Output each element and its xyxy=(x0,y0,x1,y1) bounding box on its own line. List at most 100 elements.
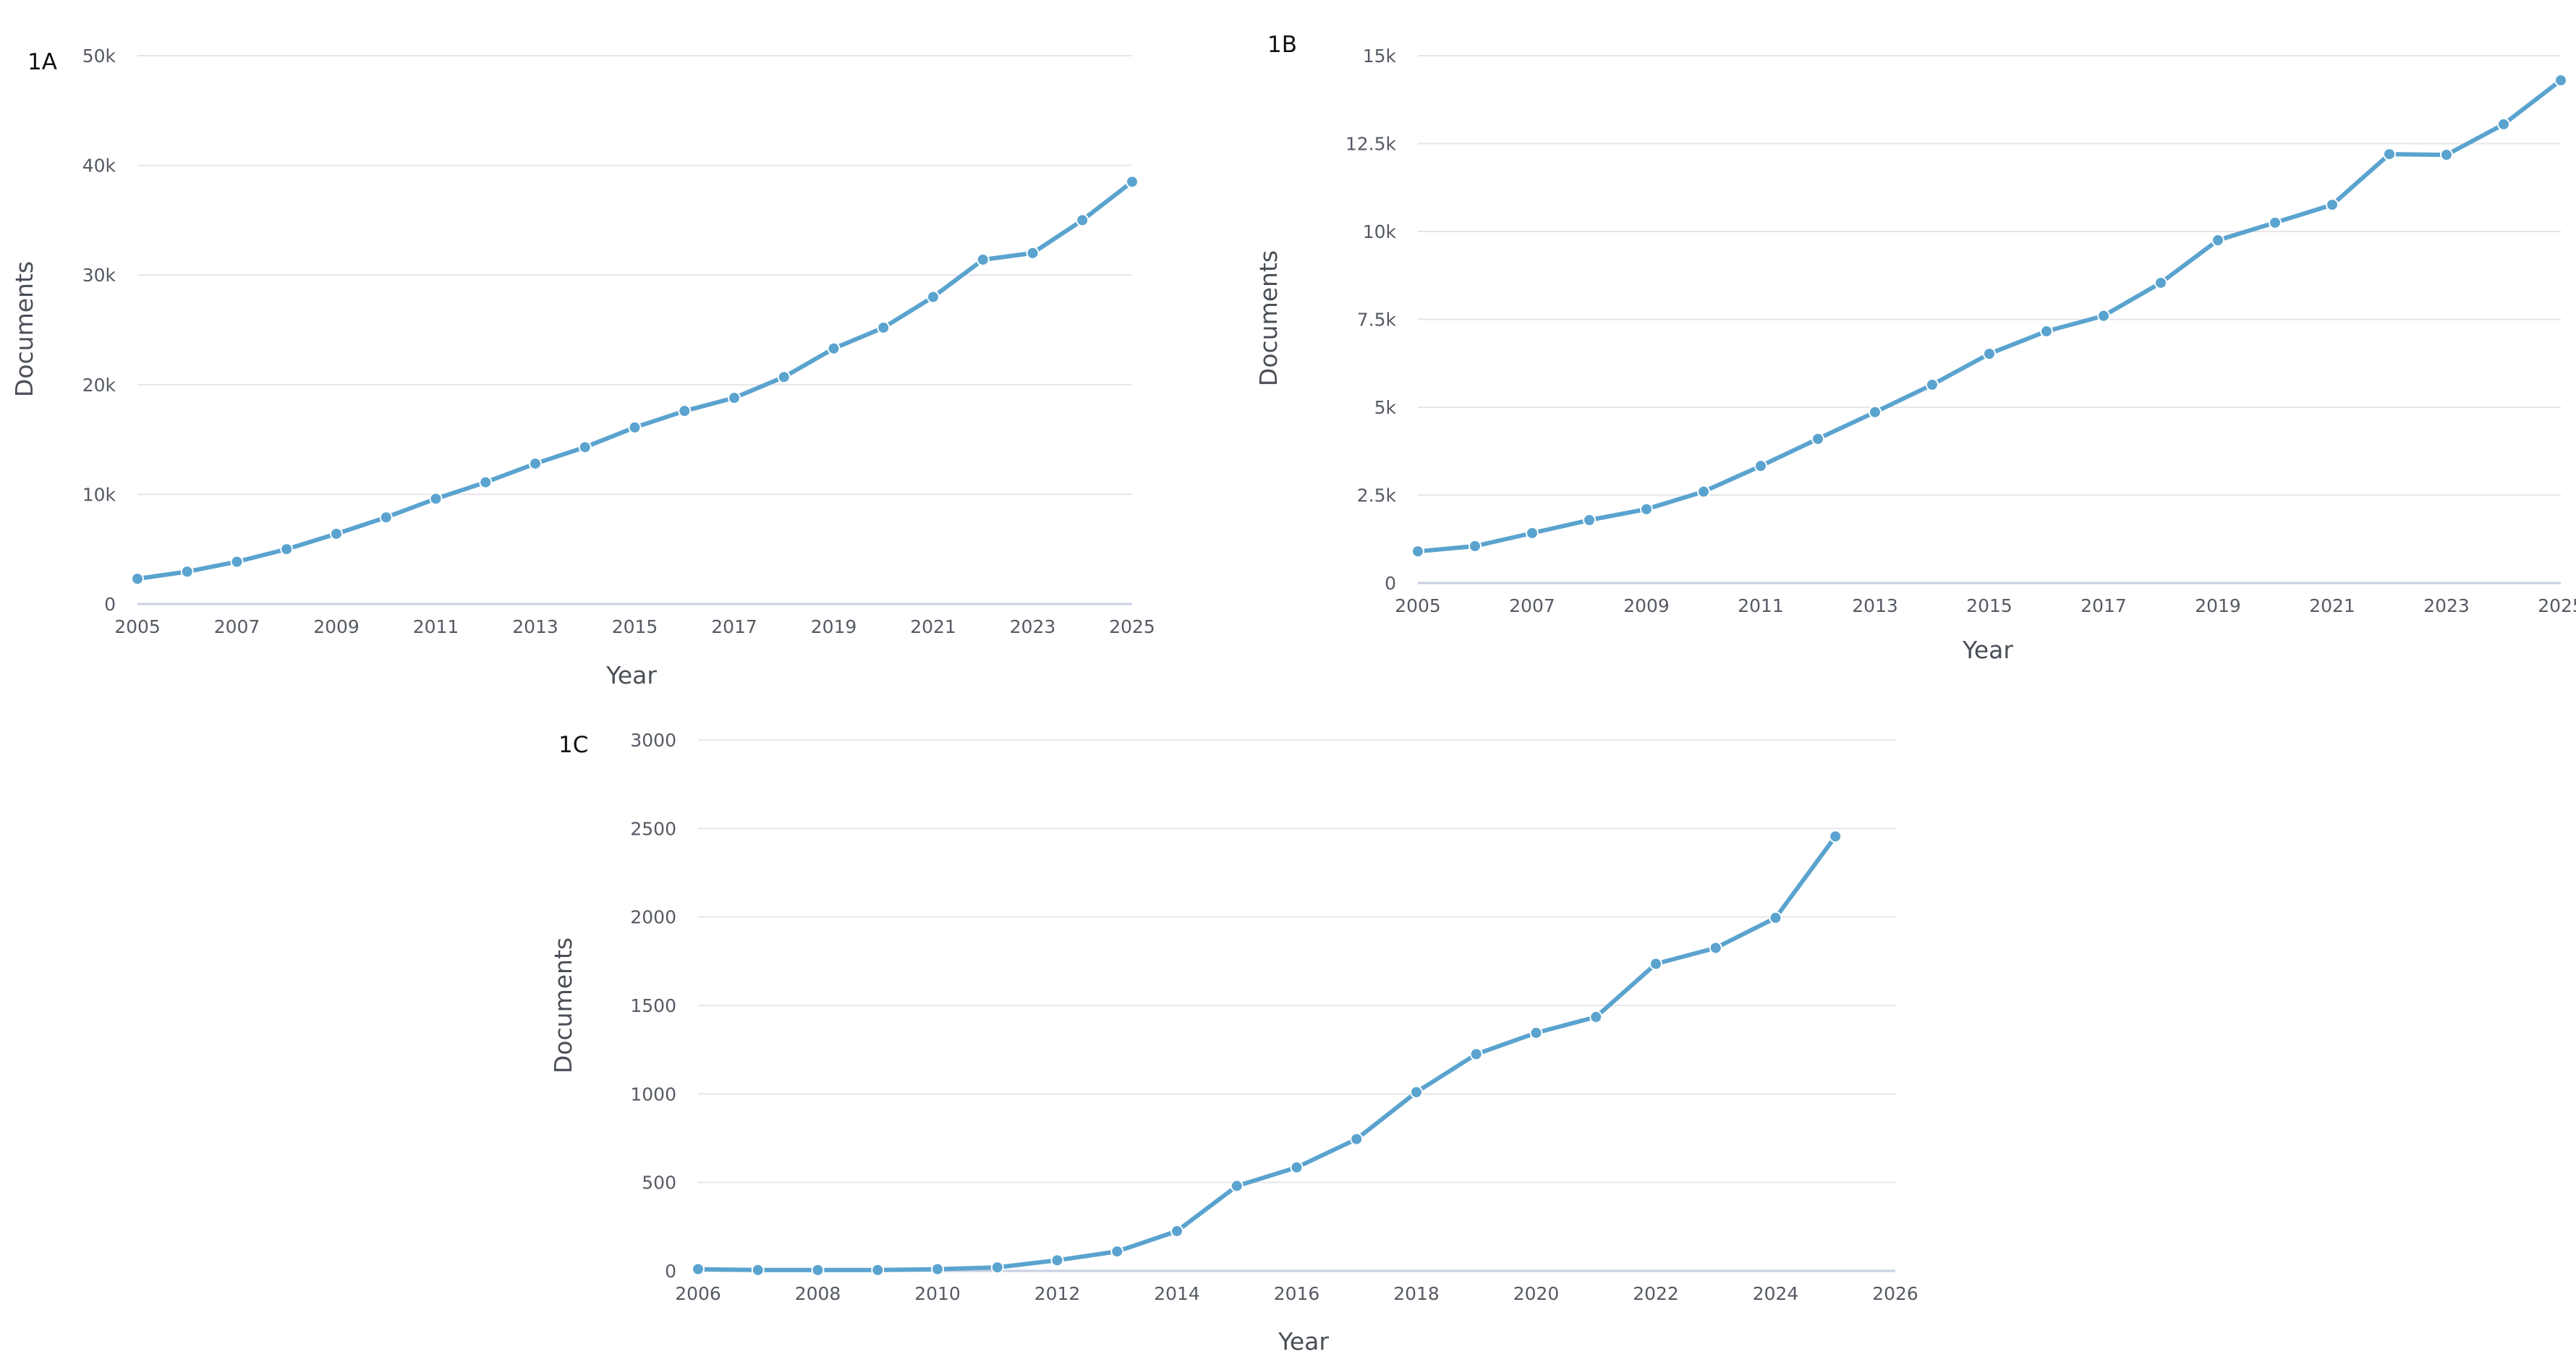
x-tick-label-1a: 2019 xyxy=(811,616,857,637)
x-axis-title-1a: Year xyxy=(605,661,657,689)
data-point-1a xyxy=(728,391,741,404)
panel-label-1a: 1A xyxy=(27,49,57,75)
data-point-1b xyxy=(1754,459,1767,473)
data-point-1c xyxy=(1649,957,1662,971)
y-tick-label-1a: 20k xyxy=(82,375,116,396)
x-tick-label-1a: 2009 xyxy=(313,616,360,637)
panel-label-1c: 1C xyxy=(558,732,588,758)
data-point-1c xyxy=(1290,1160,1304,1174)
data-point-1a xyxy=(1126,175,1139,189)
data-point-1c xyxy=(990,1261,1004,1275)
x-tick-label-1b: 2011 xyxy=(1738,595,1784,616)
data-point-1b xyxy=(2040,325,2053,339)
data-point-1c xyxy=(1170,1224,1183,1238)
data-point-1b xyxy=(2440,148,2453,162)
y-tick-label-1c: 500 xyxy=(642,1173,676,1194)
data-point-1a xyxy=(976,252,990,266)
x-tick-label-1b: 2017 xyxy=(2080,595,2127,616)
data-point-1a xyxy=(777,370,791,384)
x-tick-label-1c: 2022 xyxy=(1633,1283,1679,1304)
data-point-1b xyxy=(2154,276,2167,289)
y-tick-label-1b: 7.5k xyxy=(1357,310,1397,331)
data-point-1b xyxy=(2554,74,2567,88)
y-tick-label-1b: 12.5k xyxy=(1346,134,1397,155)
y-tick-label-1b: 5k xyxy=(1374,397,1397,418)
data-point-1b xyxy=(2269,216,2282,229)
y-tick-label-1c: 2000 xyxy=(630,907,676,928)
data-point-1b xyxy=(1640,502,1653,516)
y-tick-label-1c: 2500 xyxy=(630,818,676,839)
series-points-1c xyxy=(692,830,1842,1277)
y-tick-label-1b: 2.5k xyxy=(1357,485,1397,506)
x-tick-label-1c: 2016 xyxy=(1274,1283,1320,1304)
data-point-1c xyxy=(1350,1132,1364,1146)
data-point-1a xyxy=(827,341,841,355)
data-point-1a xyxy=(678,404,692,418)
x-tick-label-1c: 2012 xyxy=(1034,1283,1081,1304)
data-point-1c xyxy=(1469,1047,1483,1061)
data-point-1a xyxy=(578,441,592,454)
data-point-1a xyxy=(131,572,144,586)
data-point-1b xyxy=(1526,526,1539,540)
x-tick-label-1c: 2024 xyxy=(1753,1283,1799,1304)
x-tick-label-1b: 2005 xyxy=(1395,595,1441,616)
x-tick-label-1a: 2017 xyxy=(711,616,757,637)
y-tick-label-1a: 50k xyxy=(82,46,116,67)
x-tick-label-1a: 2013 xyxy=(512,616,558,637)
data-point-1a xyxy=(628,420,642,434)
x-tick-label-1a: 2015 xyxy=(612,616,658,637)
data-point-1b xyxy=(1869,405,1882,419)
data-point-1a xyxy=(230,555,244,569)
data-point-1a xyxy=(877,320,890,334)
data-point-1a xyxy=(529,456,542,470)
data-point-1a xyxy=(379,511,393,524)
x-tick-label-1c: 2018 xyxy=(1393,1283,1440,1304)
y-tick-label-1b: 10k xyxy=(1363,221,1397,242)
data-point-1c xyxy=(1769,911,1782,924)
x-tick-label-1a: 2005 xyxy=(114,616,161,637)
data-point-1a xyxy=(927,290,940,304)
x-tick-label-1b: 2021 xyxy=(2309,595,2355,616)
x-tick-label-1b: 2013 xyxy=(1852,595,1898,616)
y-axis-title-1b: Documents xyxy=(1254,250,1283,386)
y-tick-label-1a: 10k xyxy=(82,484,116,505)
data-point-1a xyxy=(429,492,443,506)
y-tick-label-1a: 40k xyxy=(82,156,116,176)
y-tick-label-1a: 0 xyxy=(104,594,116,615)
x-tick-label-1c: 2026 xyxy=(1872,1283,1918,1304)
data-point-1c xyxy=(1050,1254,1064,1267)
y-tick-label-1c: 3000 xyxy=(630,730,676,751)
x-tick-label-1c: 2014 xyxy=(1154,1283,1200,1304)
data-point-1b xyxy=(1583,514,1596,527)
x-tick-label-1b: 2025 xyxy=(2538,595,2576,616)
grid-lines-1c xyxy=(698,739,1895,1272)
x-axis-ticks-1c: 2006 2008 2010 2012 2014 2016 2018 2020 2022 2024… xyxy=(675,1283,1918,1304)
x-tick-label-1a: 2021 xyxy=(910,616,956,637)
x-tick-label-1a: 2025 xyxy=(1109,616,1155,637)
x-tick-label-1b: 2015 xyxy=(1966,595,2012,616)
data-point-1c xyxy=(1589,1010,1603,1024)
data-point-1a xyxy=(1076,213,1089,227)
data-point-1b xyxy=(1926,378,1939,391)
data-point-1c xyxy=(1410,1085,1423,1099)
data-point-1a xyxy=(280,543,294,556)
data-point-1c xyxy=(1529,1026,1543,1039)
data-point-1b xyxy=(1697,485,1710,498)
data-point-1a xyxy=(330,527,343,540)
series-line-1a xyxy=(135,179,1134,582)
data-point-1b xyxy=(1411,545,1424,558)
grid-lines-1a xyxy=(137,55,1132,605)
data-point-1b xyxy=(1811,432,1824,446)
x-tick-label-1b: 2007 xyxy=(1509,595,1555,616)
data-point-1b xyxy=(2097,309,2110,323)
x-tick-label-1c: 2010 xyxy=(914,1283,961,1304)
y-tick-label-1c: 0 xyxy=(665,1261,676,1282)
data-point-1c xyxy=(811,1263,825,1277)
data-point-1b xyxy=(2211,234,2224,247)
y-axis-ticks-1a: 0 10k 20k 30k 40k 50k xyxy=(82,46,116,615)
grid-lines-1b xyxy=(1418,55,2561,584)
data-point-1c xyxy=(1230,1179,1244,1193)
series-points-1a xyxy=(131,175,1139,586)
